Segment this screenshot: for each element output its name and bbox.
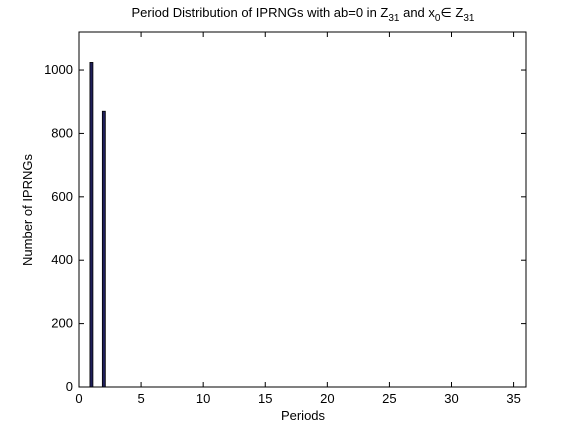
y-tick-label: 400 (51, 252, 73, 267)
title-subscript: 31 (388, 13, 400, 24)
x-axis-label: Periods (281, 408, 326, 423)
x-tick-label: 35 (506, 391, 520, 406)
x-tick-label: 20 (320, 391, 334, 406)
y-tick-label: 0 (66, 379, 73, 394)
y-tick-label: 800 (51, 125, 73, 140)
y-tick-label: 1000 (44, 62, 73, 77)
bar (89, 62, 94, 388)
title-text: Period Distribution of IPRNGs with ab=0 … (132, 5, 389, 20)
x-tick-label: 5 (137, 391, 144, 406)
x-tick-label: 15 (258, 391, 272, 406)
y-tick-label: 200 (51, 316, 73, 331)
y-axis-label: Number of IPRNGs (20, 154, 35, 266)
plot-area (78, 31, 527, 388)
title-subscript: 0 (435, 13, 441, 24)
x-tick-label: 0 (75, 391, 82, 406)
x-tick-label: 10 (196, 391, 210, 406)
x-tick-label: 25 (382, 391, 396, 406)
x-tick-label: 30 (444, 391, 458, 406)
title-text: ∈ Z (440, 5, 463, 20)
chart-title: Period Distribution of IPRNGs with ab=0 … (132, 5, 475, 24)
title-subscript: 31 (463, 13, 475, 24)
bar (101, 110, 106, 388)
y-tick-label: 600 (51, 189, 73, 204)
title-text: and x (399, 5, 435, 20)
